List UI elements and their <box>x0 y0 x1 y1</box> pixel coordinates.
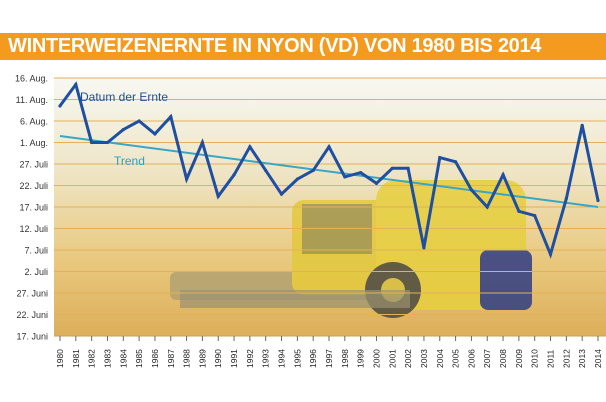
harvest-date-point <box>533 214 537 218</box>
x-tick-label: 1984 <box>118 349 128 368</box>
y-tick-label: 27. Juni <box>16 289 48 299</box>
harvest-date-point <box>327 145 331 149</box>
trend-line <box>59 135 599 208</box>
harvest-date-point <box>279 192 284 196</box>
y-axis-ticks: 17. Juni 22. Juni 27. Juni 2. Juli 7. Juli 12… <box>15 74 48 342</box>
harvest-date-point <box>580 123 584 127</box>
harvest-date-point <box>153 132 157 136</box>
y-tick-label: 2. Juli <box>24 267 48 277</box>
x-tick-label: 2014 <box>593 349 603 368</box>
harvest-date-point <box>169 115 173 119</box>
harvest-date-point <box>564 196 568 200</box>
legend: Datum der Ernte Trend <box>80 90 168 168</box>
x-tick-label: 2010 <box>530 349 540 368</box>
y-tick-label: 6. Aug. <box>20 117 48 127</box>
y-tick-label: 1. Aug. <box>20 138 48 148</box>
y-tick-label: 17. Juni <box>16 332 48 342</box>
harvest-date-point <box>485 205 489 209</box>
x-tick-label: 2013 <box>577 349 587 368</box>
x-tick-label: 1989 <box>197 349 207 368</box>
chart-title: WINTERWEIZENERNTE IN NYON (VD) VON 1980 … <box>8 35 542 57</box>
harvest-date-point <box>137 119 141 123</box>
x-tick-label: 2009 <box>514 349 524 368</box>
x-tick-label: 2008 <box>498 349 508 368</box>
x-tick-label: 2001 <box>387 349 397 368</box>
x-tick-label: 2003 <box>419 349 429 368</box>
title-bar: WINTERWEIZENERNTE IN NYON (VD) VON 1980 … <box>0 33 606 60</box>
y-tick-label: 27. Juli <box>19 160 48 170</box>
harvest-date-point <box>295 177 299 181</box>
harvest-date-point <box>311 168 315 173</box>
harvest-date-point <box>406 166 410 170</box>
harvest-date-point <box>121 128 125 132</box>
harvest-date-point <box>232 173 236 177</box>
harvest-date-point <box>422 246 426 250</box>
x-tick-label: 1991 <box>229 349 239 368</box>
harvest-date-point <box>359 171 363 175</box>
x-tick-label: 1998 <box>340 349 350 368</box>
x-tick-label: 2002 <box>403 349 413 368</box>
x-tick-label: 2005 <box>451 349 461 368</box>
x-tick-label: 2007 <box>482 349 492 368</box>
x-tick-label: 1990 <box>213 349 223 368</box>
x-tick-label: 1980 <box>55 349 65 368</box>
x-tick-label: 1994 <box>277 349 287 368</box>
x-tick-label: 1997 <box>324 349 334 368</box>
x-tick-label: 1993 <box>261 349 271 368</box>
harvest-date-point <box>200 140 205 145</box>
x-tick-label: 1981 <box>71 349 81 368</box>
harvest-date-point <box>105 140 110 145</box>
x-tick-label: 1987 <box>166 349 176 368</box>
y-tick-label: 11. Aug. <box>16 95 48 105</box>
y-tick-label: 16. Aug. <box>15 74 48 84</box>
x-tick-label: 1996 <box>308 349 318 368</box>
x-tick-label: 2011 <box>546 349 556 368</box>
legend-label-trend: Trend <box>114 154 145 168</box>
x-tick-label: 1985 <box>134 349 144 368</box>
harvest-date-point <box>438 155 442 160</box>
x-tick-label: 1982 <box>87 349 97 368</box>
harvest-date-point <box>469 188 474 192</box>
harvest-date-point <box>184 177 189 181</box>
harvest-date-point <box>548 252 553 256</box>
trend-series <box>59 135 599 208</box>
harvest-series <box>58 81 600 259</box>
x-tick-label: 2000 <box>371 349 381 368</box>
harvest-date-point <box>453 160 458 164</box>
x-tick-label: 2006 <box>466 349 476 368</box>
x-tick-label: 1988 <box>182 349 192 368</box>
harvest-date-point <box>501 173 505 177</box>
x-axis-ticks: 1980 1981 1982 1983 1984 1985 1986 1987 1988 1989… <box>54 335 606 368</box>
harvest-date-point <box>374 181 379 185</box>
harvest-date-point <box>517 209 521 213</box>
x-tick-label: 1983 <box>102 349 112 368</box>
y-tick-label: 22. Juni <box>16 310 48 320</box>
x-tick-label: 1992 <box>245 349 255 368</box>
harvest-date-point <box>343 175 347 179</box>
harvest-date-point <box>390 166 394 170</box>
x-tick-label: 2012 <box>561 349 571 368</box>
x-tick-label: 1986 <box>150 349 160 368</box>
harvest-date-point <box>74 82 78 87</box>
harvest-date-point <box>90 140 94 145</box>
harvest-date-point <box>58 104 62 108</box>
x-tick-label: 1995 <box>292 349 302 368</box>
harvest-date-point <box>264 168 268 173</box>
harvest-date-point <box>216 194 220 198</box>
harvest-date-point <box>596 198 600 203</box>
harvest-date-point <box>248 145 252 149</box>
y-tick-label: 7. Juli <box>24 246 48 256</box>
y-tick-label: 22. Juli <box>19 181 48 191</box>
x-tick-label: 1999 <box>356 349 366 368</box>
y-tick-label: 17. Juli <box>19 203 48 213</box>
x-tick-label: 2004 <box>435 349 445 368</box>
y-tick-label: 12. Juli <box>19 224 48 234</box>
legend-label-harvest: Datum der Ernte <box>80 90 168 104</box>
